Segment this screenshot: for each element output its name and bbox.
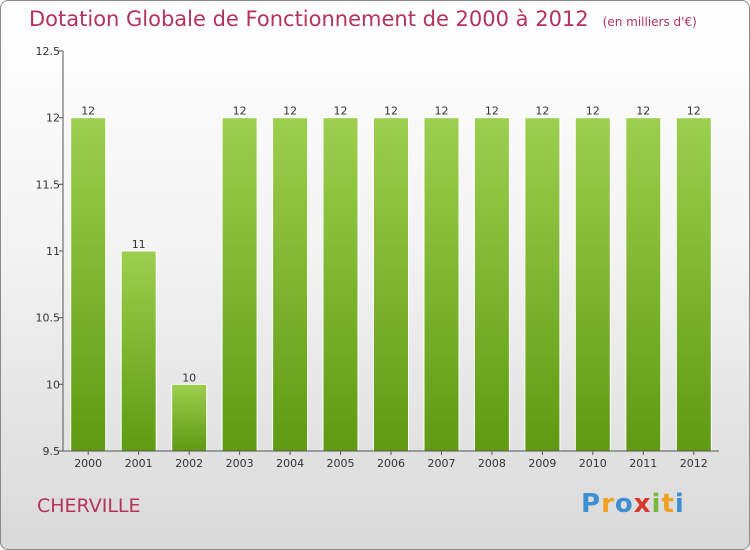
chart-title-text: Dotation Globale de Fonctionnement de 20…: [29, 7, 589, 31]
data-label-2012: 12: [687, 105, 701, 118]
data-label-2010: 12: [586, 105, 600, 118]
data-label-2002: 10: [182, 371, 196, 384]
x-tick-label-2001: 2001: [125, 457, 153, 470]
y-tick-label-12: 12: [46, 112, 60, 125]
bar-2006: [373, 117, 409, 452]
chart-title: Dotation Globale de Fonctionnement de 20…: [29, 7, 697, 31]
x-tick-label-2003: 2003: [226, 457, 254, 470]
data-label-2011: 12: [636, 105, 650, 118]
x-tick-label-2007: 2007: [428, 457, 456, 470]
data-label-2004: 12: [283, 105, 297, 118]
bar-2008: [473, 117, 510, 452]
data-label-2009: 12: [535, 105, 549, 118]
bar-2007: [423, 117, 460, 452]
x-tick-label-2000: 2000: [74, 457, 102, 470]
y-tick-label-11: 11: [46, 245, 60, 258]
bar-2004: [272, 117, 309, 452]
y-tick-label-10.5: 10.5: [36, 312, 61, 325]
data-label-2008: 12: [485, 105, 499, 118]
x-tick-label-2011: 2011: [629, 457, 657, 470]
data-label-2003: 12: [233, 105, 247, 118]
y-tick-label-10: 10: [46, 378, 60, 391]
bar-2002: [171, 383, 208, 452]
x-tick-label-2005: 2005: [327, 457, 355, 470]
y-tick-label-9.5: 9.5: [43, 445, 61, 458]
x-tick-label-2004: 2004: [276, 457, 304, 470]
data-label-2001: 11: [132, 238, 146, 251]
bar-2011: [625, 117, 662, 452]
x-tick-label-2008: 2008: [478, 457, 506, 470]
x-tick-label-2002: 2002: [175, 457, 203, 470]
x-tick-label-2012: 2012: [680, 457, 708, 470]
y-tick-label-11.5: 11.5: [36, 178, 61, 191]
x-tick-label-2006: 2006: [377, 457, 405, 470]
data-label-2005: 12: [334, 105, 348, 118]
data-label-2006: 12: [384, 105, 398, 118]
bar-2003: [221, 117, 258, 452]
data-label-2007: 12: [435, 105, 449, 118]
bar-2005: [322, 117, 359, 452]
proxiti-logo: Proxiti: [581, 489, 685, 519]
bar-2012: [675, 117, 712, 452]
x-tick-label-2009: 2009: [528, 457, 556, 470]
commune-name: CHERVILLE: [37, 495, 141, 517]
bar-2010: [574, 117, 611, 452]
y-tick-label-12.5: 12.5: [36, 45, 61, 58]
chart-unit: (en milliers d'€): [602, 15, 697, 29]
bar-2000: [70, 117, 107, 452]
bar-2009: [524, 117, 561, 452]
x-tick-label-2010: 2010: [579, 457, 607, 470]
data-label-2000: 12: [81, 105, 95, 118]
bar-2001: [120, 250, 157, 452]
